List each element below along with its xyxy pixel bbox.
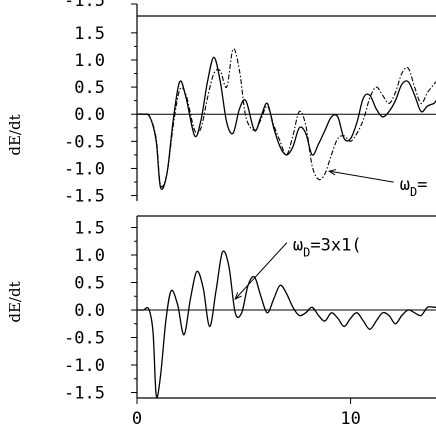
y-tick-label: -1.0 [64,159,105,179]
y-tick-label: -0.5 [64,329,105,349]
y-tick-label: -1.5 [64,187,105,207]
y-tick-label: 0.5 [74,78,105,98]
annotation-arrow [329,170,394,183]
y-tick-label: 1.5 [74,219,105,239]
y-tick-label: -1.5 [64,384,105,404]
y-tick-label: 1.0 [74,51,105,71]
annotation-arrowhead [327,169,337,176]
series-solid-line [136,250,436,398]
panel-1: 1.5 1.0 0.5 0.0 -0.5 -1.0 -1.5 -1.5 dE/dt ωD= [6,0,436,207]
y-tick-label: 0.5 [74,274,105,294]
annotation-arrowhead [234,292,242,300]
y-axis-label: dE/dt [6,114,24,155]
series-solid-line [136,56,436,190]
y-tick-label: 0.0 [74,301,105,321]
y-tick-label: 1.5 [74,24,105,44]
panel-2: 1.5 1.0 0.5 0.0 -0.5 -1.0 -1.5 0 10 dE/dt ωD=3x1( [6,215,436,429]
annotation-arrow [234,242,288,300]
chart-panels: 1.51.00.50.0-0.5-1.0-1.5-1.5dE/dtωD=1.51… [6,0,436,429]
x-tick-label: 0 [132,409,142,429]
annotation-label: ωD=3x1( [293,236,362,260]
y-tick-label: -1.0 [64,356,105,376]
x-tick-label: 10 [340,409,360,429]
y-axis-label: dE/dt [6,281,24,322]
y-tick-label: -0.5 [64,132,105,152]
y-tick-label: 1.0 [74,246,105,266]
annotation-label: ωD= [400,175,428,199]
y-tick-label: 0.0 [74,105,105,125]
y-tick-label-partial: -1.5 [64,0,105,11]
series-dash-dot-line [136,48,436,188]
